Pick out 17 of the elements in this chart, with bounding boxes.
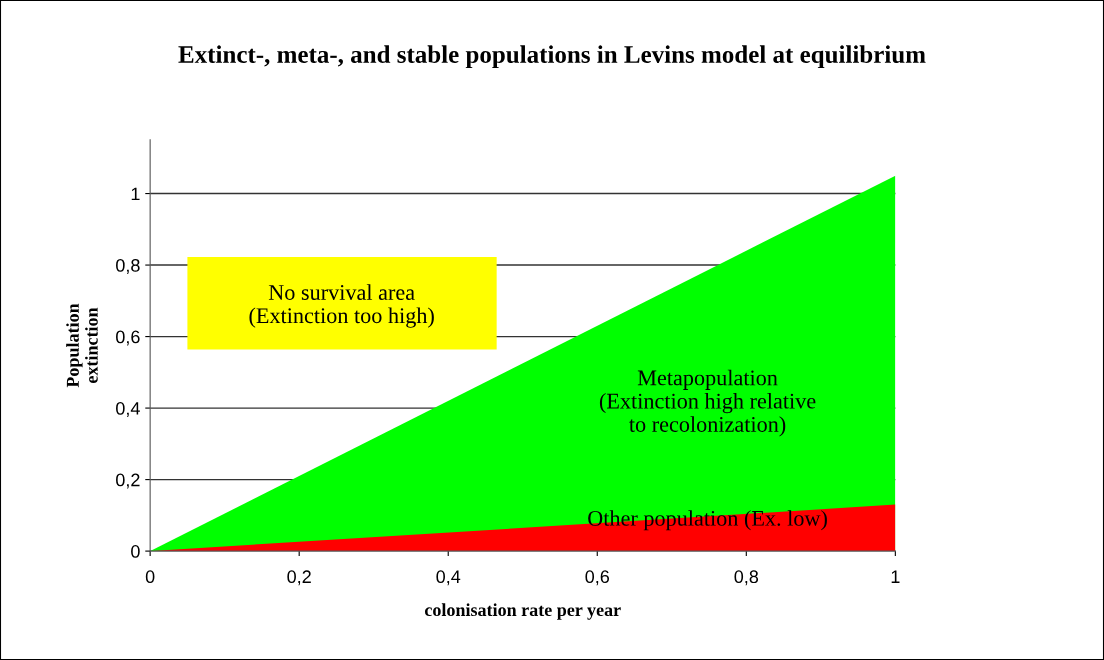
annotation: Metapopulation (Extinction high relative to recolonization) (599, 369, 816, 437)
y-tick-label: 0,6 (116, 330, 140, 346)
x-tick-label: 0,6 (585, 570, 610, 586)
x-tick-label: 0,4 (436, 570, 461, 586)
y-tick-label: 1 (131, 187, 140, 201)
y-tick-label: 0,2 (116, 473, 140, 489)
x-axis-title: colonisation rate per year (424, 603, 621, 620)
x-tick-label: 1 (891, 570, 900, 583)
x-tick-label: 0,8 (734, 570, 759, 586)
annotation: No survival area (Extinction too high) (249, 284, 434, 328)
y-tick-label: 0 (131, 545, 140, 558)
y-tick-label: 0,8 (116, 259, 140, 274)
y-tick-label: 0,4 (116, 402, 140, 417)
x-tick-label: 0,2 (287, 570, 311, 586)
chart-title: Extinct-, meta-, and stable populations in Levins model at equilibrium (178, 45, 926, 69)
x-tick-label: 0 (145, 570, 155, 584)
y-axis-title: Population extinction (66, 303, 98, 388)
